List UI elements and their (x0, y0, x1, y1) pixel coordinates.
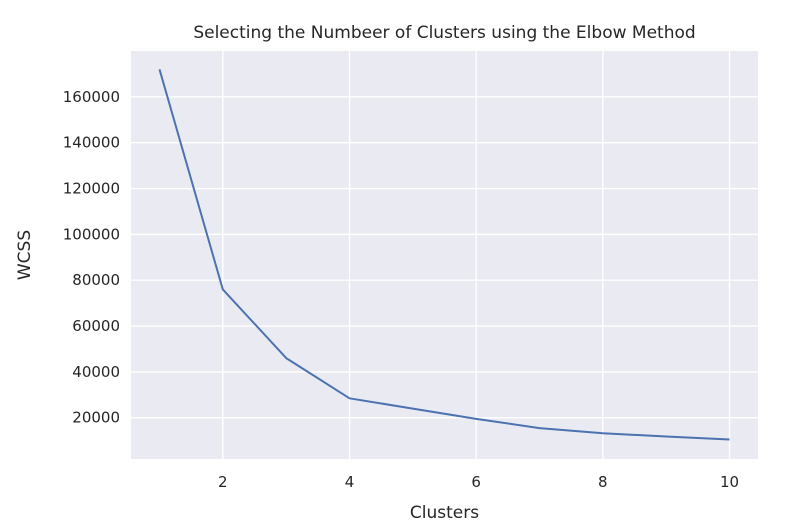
y-tick-label: 80000 (72, 271, 120, 289)
chart-title: Selecting the Numbeer of Clusters using … (193, 23, 695, 43)
wcss-line (158, 69, 730, 441)
series-layer (158, 69, 730, 441)
plot-area (131, 51, 758, 459)
y-axis-label: WCSS (15, 230, 35, 280)
y-tick-label: 120000 (63, 180, 120, 198)
y-tick-label: 20000 (72, 409, 120, 427)
y-tick-labels: 20000 40000 60000 80000 100000 120000 140000 16… (63, 88, 120, 427)
y-tick-label: 140000 (63, 134, 120, 152)
y-tick-label: 160000 (63, 88, 120, 106)
y-tick-label: 100000 (63, 225, 120, 243)
x-axis-label: Clusters (410, 503, 479, 523)
x-tick-label: 8 (598, 473, 608, 491)
x-tick-label: 10 (720, 473, 739, 491)
grid-lines (131, 51, 758, 459)
x-tick-label: 6 (471, 473, 481, 491)
y-tick-label: 40000 (72, 363, 120, 381)
y-tick-label: 60000 (72, 317, 120, 335)
x-tick-label: 2 (218, 473, 228, 491)
x-tick-label: 4 (345, 473, 355, 491)
x-tick-labels: 2 4 6 8 10 (218, 473, 739, 491)
